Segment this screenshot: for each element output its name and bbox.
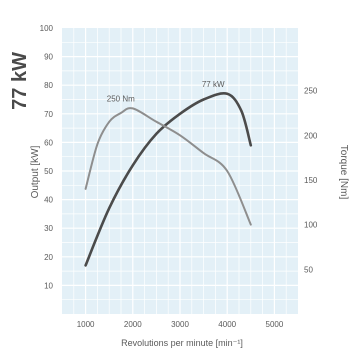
y-tick-label-left: 30 [44,224,53,233]
grid [62,28,298,314]
y-tick-label-right: 50 [304,265,313,274]
torque-series-line [84,107,252,226]
y-axis-left-label: Output [kW] [30,145,41,198]
x-tick-label: 4000 [218,320,236,329]
y-tick-label-left: 80 [44,81,53,90]
y-tick-label-left: 40 [44,196,53,205]
x-tick-label: 5000 [266,320,284,329]
y-tick-label-left: 60 [44,138,53,147]
power-series-label: 77 kW [202,80,225,89]
y-tick-label-left: 50 [44,167,53,176]
y-tick-label-left: 10 [44,281,53,290]
y-tick-label-left: 100 [40,24,54,33]
y-tick-label-right: 200 [304,131,318,140]
y-tick-label-left: 90 [44,53,53,62]
x-tick-labels: 1000 2000 3000 4000 5000 [77,320,284,329]
chart-title: 77 kW [9,52,31,110]
y-tick-label-left: 20 [44,253,53,262]
torque-series-label: 250 Nm [107,94,135,103]
y-axis-right-label: Torque [Nm] [338,145,349,200]
y-tick-label-right: 150 [304,176,318,185]
series-lines [84,92,253,267]
x-tick-label: 1000 [77,320,95,329]
y-tick-label-right: 250 [304,87,318,96]
x-tick-label: 3000 [171,320,189,329]
x-tick-label: 2000 [124,320,142,329]
y-tick-labels-right: 50 100 150 200 250 [304,87,318,275]
y-tick-label-right: 100 [304,221,318,230]
x-axis-label: Revolutions per minute [min⁻¹] [121,338,243,348]
y-tick-labels-left: 10 20 30 40 50 60 70 80 90 100 [40,24,54,290]
y-tick-label-left: 70 [44,110,53,119]
series-labels: 77 kW 250 Nm [107,80,225,104]
power-series-line [84,92,253,267]
